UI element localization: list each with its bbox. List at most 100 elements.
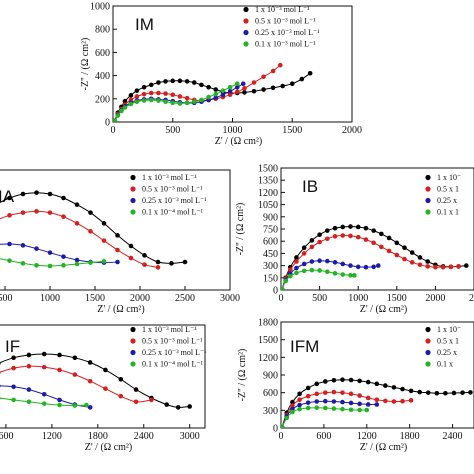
- series-point-1: [307, 70, 313, 76]
- series-point-4: [41, 401, 47, 406]
- series-point-1: [26, 352, 32, 358]
- series-point-1: [184, 79, 190, 84]
- series-point-2: [149, 397, 154, 403]
- series-point-1: [11, 355, 16, 361]
- legend-entry: 1 x 10⁻: [437, 325, 461, 334]
- series-point-2: [11, 365, 16, 371]
- series-point-1: [88, 210, 93, 215]
- series-point-1: [301, 245, 307, 251]
- series-point-4: [323, 405, 328, 411]
- series-point-4: [74, 261, 80, 267]
- series-point-4: [47, 263, 53, 269]
- series-point-1: [251, 88, 257, 94]
- series-point-3: [317, 258, 322, 264]
- series-point-3: [325, 258, 330, 264]
- series-point-3: [309, 259, 315, 264]
- legend-entry: 0.1 x: [437, 360, 453, 369]
- series-point-1: [425, 390, 431, 395]
- y-axis-label: -Z'' / (Ω cm²): [235, 203, 246, 256]
- x-axis-label: Z' / (Ω cm²): [360, 442, 408, 453]
- x-tick-label: 600: [316, 431, 331, 442]
- legend-entry: 0.1 x 10⁻³ mol L⁻¹: [255, 40, 316, 49]
- series-point-2: [287, 267, 293, 272]
- x-tick-label: 500: [165, 125, 180, 136]
- series-point-1: [363, 225, 369, 231]
- series-point-3: [227, 88, 233, 94]
- series-point-2: [101, 238, 107, 243]
- series-point-1: [402, 245, 407, 251]
- series-point-2: [251, 80, 257, 85]
- series-fit-line-3: [281, 400, 377, 428]
- series-point-1: [297, 391, 302, 397]
- x-tick-label: 2000: [425, 293, 445, 304]
- series-point-1: [122, 98, 128, 104]
- series-point-2: [357, 393, 362, 398]
- plot-frame: [0, 324, 206, 429]
- series-point-1: [280, 83, 285, 89]
- series-point-2: [386, 248, 392, 254]
- series-point-4: [227, 84, 233, 90]
- series-point-1: [383, 383, 388, 388]
- series-point-4: [119, 108, 124, 114]
- series-point-4: [84, 402, 89, 408]
- series-point-2: [47, 210, 53, 215]
- y-tick-label: 1500: [258, 164, 278, 175]
- series-point-1: [191, 80, 197, 85]
- series-point-3: [0, 384, 1, 388]
- series-point-1: [187, 404, 192, 409]
- series-point-4: [11, 397, 16, 403]
- series-point-2: [408, 398, 414, 403]
- series-point-2: [456, 264, 461, 269]
- x-tick-label: 600: [0, 431, 13, 442]
- series-point-4: [122, 105, 128, 110]
- legend-marker: [243, 18, 249, 24]
- legend-entry: 0.5 x 10⁻³ mol L⁻¹: [142, 337, 203, 346]
- series-point-4: [281, 425, 285, 428]
- series-point-4: [325, 269, 330, 275]
- series-point-3: [61, 254, 66, 259]
- series-point-2: [142, 262, 147, 267]
- series-point-4: [156, 98, 161, 103]
- series-point-4: [26, 399, 32, 405]
- y-tick-label: 900: [263, 212, 278, 223]
- series-point-1: [177, 78, 183, 84]
- series-point-2: [34, 209, 39, 214]
- y-tick-label: 200: [95, 94, 110, 105]
- series-point-3: [301, 261, 307, 267]
- series-point-2: [371, 240, 376, 246]
- series-point-1: [417, 255, 423, 260]
- series-point-1: [400, 386, 405, 392]
- plot-area: [281, 224, 469, 290]
- series-point-4: [115, 113, 121, 118]
- x-tick-label: 1000: [348, 293, 368, 304]
- series-point-1: [409, 250, 415, 255]
- series-point-1: [72, 355, 78, 361]
- legend-marker: [243, 29, 249, 36]
- series-point-3: [348, 400, 354, 406]
- series-point-4: [163, 99, 168, 104]
- series-point-2: [297, 397, 302, 403]
- series-point-2: [170, 92, 176, 98]
- panel-title: IF: [5, 337, 20, 356]
- series-point-4: [357, 407, 362, 413]
- legend-marker: [130, 349, 136, 356]
- x-tick-label: 500: [0, 293, 13, 304]
- y-tick-label: 900: [263, 371, 278, 382]
- x-tick-label: 2400: [134, 431, 154, 442]
- series-point-4: [340, 406, 345, 412]
- series-point-1: [0, 361, 1, 365]
- series-point-2: [379, 244, 384, 250]
- x-tick-label: 1500: [387, 293, 407, 304]
- series-point-3: [375, 263, 381, 268]
- x-tick-label: 0: [279, 431, 284, 442]
- series-point-4: [294, 270, 299, 276]
- series-point-1: [170, 78, 176, 84]
- series-point-2: [331, 389, 337, 395]
- series-point-2: [155, 265, 161, 270]
- series-point-1: [460, 390, 465, 395]
- legend-marker: [130, 197, 136, 204]
- series-point-1: [163, 79, 168, 84]
- series-point-4: [281, 286, 285, 290]
- x-tick-label: 25: [469, 293, 474, 304]
- legend-entry: 0.1 x 1: [437, 208, 459, 217]
